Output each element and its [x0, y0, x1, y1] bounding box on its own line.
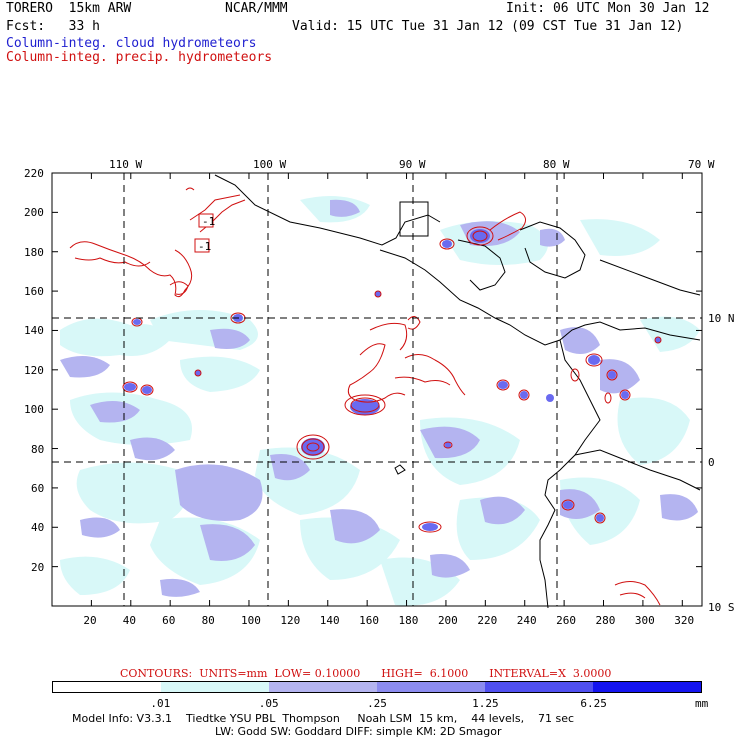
y-tick-label: 60: [31, 481, 45, 495]
legend-tick-label: 6.25: [580, 697, 607, 710]
y-tick-label: 200: [24, 206, 44, 220]
y-tick-label: 80: [31, 442, 45, 456]
y-tick-label: 180: [24, 245, 44, 259]
field-precip-label: Column-integ. precip. hydrometeors: [6, 50, 273, 65]
contour-label-1: -1: [202, 215, 216, 228]
y-tick-label: 20: [31, 560, 45, 574]
legend-tick-label: .01: [150, 697, 171, 710]
contours-info: CONTOURS: UNITS=mm LOW= 0.10000 HIGH= 6.…: [120, 667, 612, 680]
lat-label-10n: 10 N: [708, 312, 735, 325]
x-tick-label: 280: [595, 614, 616, 627]
field-cloud-label: Column-integ. cloud hydrometeors: [6, 36, 257, 51]
valid-time: Valid: 15 UTC Tue 31 Jan 12 (09 CST Tue …: [292, 19, 684, 34]
legend-swatch: [269, 682, 377, 692]
model-title: TORERO 15km ARW: [6, 1, 132, 16]
y-tick-label: 160: [24, 285, 44, 299]
forecast-hour: Fcst: 33 h: [6, 19, 100, 34]
center-name: NCAR/MMM: [225, 1, 288, 16]
legend-swatch: [377, 682, 485, 692]
model-info-line2: LW: Godd SW: Goddard DIFF: simple KM: 2D…: [215, 725, 502, 738]
legend-tick-label: .25: [367, 697, 387, 710]
x-tick-label: 60: [162, 614, 176, 627]
legend-tick-label: .05: [258, 697, 279, 710]
lon-label-100w: 100 W: [253, 158, 287, 171]
y-tick-label: 120: [24, 363, 44, 377]
contour-label-2: -1: [198, 240, 212, 253]
x-tick-label: 80: [201, 614, 215, 627]
coastlines: [214, 174, 701, 609]
y-tick-label: 40: [31, 521, 45, 535]
color-legend: [52, 681, 702, 693]
contour-label-boxes: [194, 213, 214, 253]
lon-label-70w: 70 W: [688, 158, 715, 171]
x-tick-label: 300: [634, 614, 655, 627]
lat-label-0: 0: [708, 456, 715, 469]
y-tick-label: 100: [24, 403, 44, 417]
legend-swatch: [53, 682, 161, 692]
cloud-shading: [60, 196, 700, 606]
x-tick-label: 240: [516, 614, 537, 627]
axis-ticks: [52, 172, 702, 606]
x-tick-label: 260: [556, 614, 576, 627]
latlon-grid: [52, 173, 702, 606]
legend-tick-label: 1.25: [472, 697, 499, 710]
x-tick-label: 40: [122, 614, 137, 627]
x-tick-label: 220: [477, 614, 498, 627]
lon-label-110w: 110 W: [109, 158, 143, 171]
x-tick-label: 180: [398, 614, 419, 627]
lat-label-10s: 10 S: [708, 601, 735, 614]
map-frame: [51, 172, 703, 607]
legend-swatch: [593, 682, 701, 692]
x-tick-label: 100: [240, 614, 261, 627]
x-tick-label: 120: [280, 614, 301, 627]
model-info-line1: Model Info: V3.3.1 Tiedtke YSU PBL Thomp…: [72, 712, 575, 725]
legend-swatch: [485, 682, 593, 692]
x-tick-label: 20: [83, 614, 97, 627]
x-tick-label: 200: [437, 614, 458, 627]
x-tick-label: 140: [319, 614, 340, 627]
lon-label-80w: 80 W: [543, 158, 570, 171]
x-tick-label: 160: [359, 614, 380, 627]
y-tick-label: 220: [24, 167, 44, 180]
lon-label-90w: 90 W: [399, 158, 426, 171]
legend-unit: mm: [695, 697, 709, 710]
x-tick-label: 320: [674, 614, 695, 627]
init-time: Init: 06 UTC Mon 30 Jan 12: [506, 1, 710, 16]
legend-swatch: [161, 682, 269, 692]
y-tick-label: 140: [24, 324, 44, 338]
